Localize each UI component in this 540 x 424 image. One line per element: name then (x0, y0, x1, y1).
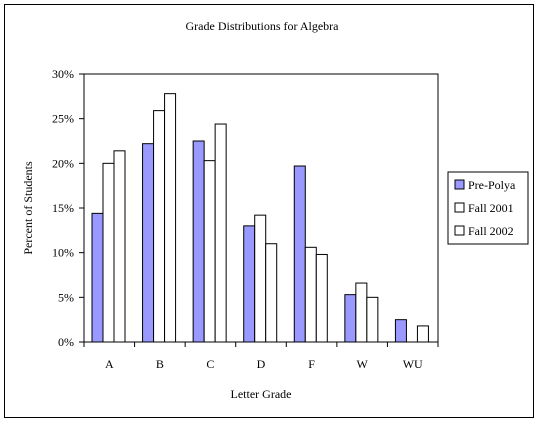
bar (192, 140, 205, 343)
bar (102, 162, 115, 343)
x-tick-label: W (356, 357, 368, 371)
y-tick-label: 20% (52, 156, 74, 170)
x-axis-ticks: A B C D F W WU (83, 342, 439, 371)
bar (416, 325, 429, 343)
x-tick-label: B (156, 357, 164, 371)
bar (344, 294, 357, 343)
x-tick-label: A (105, 357, 114, 371)
x-tick-label: D (257, 357, 266, 371)
y-axis-label: Percent of Students (21, 161, 35, 255)
y-tick-label: 0% (58, 335, 74, 349)
bar (153, 110, 166, 343)
bar (142, 143, 155, 343)
y-tick-label: 15% (52, 201, 74, 215)
bar (203, 160, 216, 343)
bar (91, 212, 104, 343)
bar (355, 282, 368, 343)
chart-title: Grade Distributions for Algebra (186, 19, 340, 33)
bar (113, 150, 126, 343)
bar (214, 123, 227, 343)
y-tick-label: 30% (52, 67, 74, 81)
bar (293, 165, 306, 343)
x-axis-label: Letter Grade (231, 387, 292, 401)
bar (315, 253, 328, 343)
bar (394, 319, 407, 343)
legend-swatch (454, 202, 465, 213)
bar (243, 225, 256, 343)
bar (304, 246, 317, 343)
legend: Pre-Polya Fall 2001 Fall 2002 (447, 171, 529, 245)
y-tick-label: 10% (52, 246, 74, 260)
bar (254, 214, 267, 343)
y-tick-label: 25% (52, 112, 74, 126)
legend-entry: Fall 2001 (468, 201, 514, 215)
bar (164, 93, 177, 343)
legend-entry: Fall 2002 (468, 224, 514, 238)
x-tick-label: F (308, 357, 315, 371)
x-tick-label: C (206, 357, 214, 371)
bar (366, 296, 379, 343)
y-tick-label: 5% (58, 290, 74, 304)
legend-swatch (454, 179, 465, 190)
bar (265, 243, 278, 343)
legend-entry: Pre-Polya (468, 178, 516, 192)
y-axis-ticks: 0% 5% 10% 15% 20% 25% 30% (52, 67, 84, 349)
legend-swatch (454, 225, 465, 236)
bars-group (91, 93, 429, 343)
x-tick-label: WU (403, 357, 423, 371)
